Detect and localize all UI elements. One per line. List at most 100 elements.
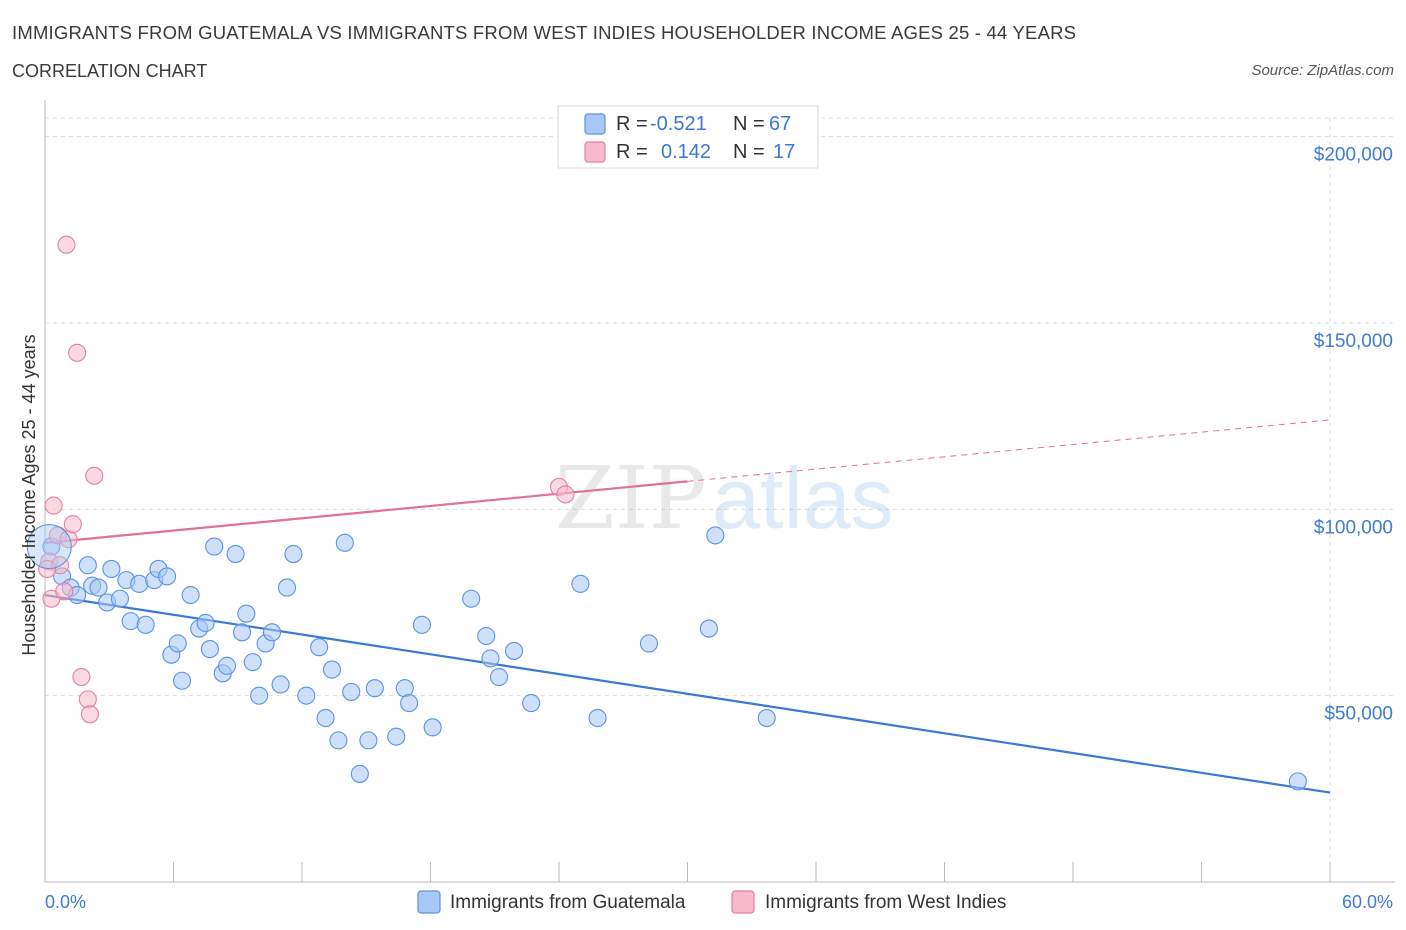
- point-west-indies: [57, 235, 76, 254]
- legend-swatch-west-indies: [584, 141, 606, 163]
- watermark-zip: ZIP: [555, 449, 707, 549]
- point-guatemala: [322, 660, 342, 679]
- trend-line-west-indies: [44, 480, 688, 544]
- chart-title: IMMIGRANTS FROM GUATEMALA VS IMMIGRANTS …: [12, 22, 1077, 43]
- point-guatemala: [243, 653, 262, 672]
- point-guatemala: [481, 649, 500, 668]
- y-tick-label: $50,000: [1324, 704, 1393, 725]
- point-guatemala: [277, 578, 297, 597]
- point-guatemala: [387, 727, 406, 746]
- point-guatemala: [342, 682, 361, 701]
- bottom-legend-swatch-west-indies: [731, 890, 755, 914]
- point-guatemala: [365, 679, 384, 698]
- bottom-legend-label-guatemala: Immigrants from Guatemala: [450, 892, 686, 913]
- point-guatemala: [504, 641, 524, 660]
- point-guatemala: [639, 634, 659, 653]
- point-west-indies: [72, 667, 91, 687]
- legend-r-label-0: R =: [616, 113, 648, 135]
- legend-r-value-0: -0.521: [650, 113, 707, 135]
- point-guatemala: [297, 686, 316, 705]
- trend-line-west-indies-extension: [687, 419, 1331, 482]
- watermark-atlas: atlas: [712, 451, 894, 547]
- watermark: ZIP atlas: [555, 449, 894, 549]
- point-guatemala: [158, 567, 177, 586]
- y-tick-label: $100,000: [1314, 517, 1393, 538]
- point-guatemala: [181, 585, 200, 605]
- point-west-indies: [55, 582, 74, 601]
- chart-subtitle: CORRELATION CHART: [12, 61, 208, 81]
- bottom-legend-swatch-guatemala: [417, 890, 441, 914]
- trend-line-guatemala: [44, 593, 1331, 794]
- point-guatemala: [316, 708, 335, 728]
- point-guatemala: [226, 544, 245, 564]
- point-guatemala: [168, 634, 187, 653]
- point-guatemala: [1288, 772, 1307, 791]
- point-guatemala: [462, 589, 481, 608]
- legend-n-label-0: N =: [733, 113, 765, 135]
- y-axis-label: Householder Income Ages 25 - 44 years: [19, 334, 39, 655]
- point-guatemala: [271, 675, 290, 694]
- point-guatemala: [571, 574, 590, 593]
- tick-labels: $50,000 $100,000 $150,000 $200,000 0.0% 60.0%: [45, 145, 1393, 912]
- point-guatemala: [489, 667, 509, 687]
- point-west-indies: [68, 343, 87, 362]
- point-guatemala: [706, 526, 725, 545]
- correlation-legend: R = -0.521 N = 67 R = 0.142 N = 17: [557, 105, 819, 169]
- point-guatemala: [136, 615, 155, 634]
- point-guatemala: [237, 604, 256, 623]
- point-west-indies: [556, 485, 575, 504]
- point-guatemala: [232, 623, 252, 642]
- point-guatemala: [335, 533, 354, 552]
- point-guatemala: [200, 640, 219, 659]
- point-guatemala: [173, 671, 192, 690]
- point-guatemala: [217, 656, 237, 675]
- point-guatemala: [477, 626, 496, 646]
- point-guatemala: [110, 589, 130, 608]
- point-guatemala: [423, 718, 442, 737]
- y-tick-label: $150,000: [1314, 331, 1393, 352]
- source-credit: Source: ZipAtlas.com: [1251, 62, 1394, 79]
- point-guatemala: [400, 694, 419, 713]
- point-guatemala: [284, 544, 303, 564]
- legend-n-value-0: 67: [769, 113, 791, 135]
- point-west-indies: [63, 515, 82, 534]
- legend-n-label-1: N =: [733, 141, 765, 163]
- point-guatemala: [522, 694, 541, 713]
- y-tick-label: $200,000: [1314, 145, 1393, 166]
- point-guatemala: [350, 764, 369, 783]
- legend-swatch-guatemala: [584, 113, 606, 135]
- legend-r-value-1: 0.142: [661, 141, 711, 163]
- legend-r-label-1: R =: [616, 141, 648, 163]
- point-guatemala: [395, 679, 414, 698]
- point-west-indies: [80, 705, 100, 724]
- point-guatemala: [205, 537, 224, 556]
- point-guatemala: [412, 615, 431, 634]
- point-guatemala: [250, 686, 269, 705]
- legend-n-value-1: 17: [773, 141, 795, 163]
- point-guatemala: [329, 731, 348, 750]
- point-west-indies: [44, 496, 63, 515]
- point-guatemala: [699, 619, 718, 638]
- point-guatemala: [757, 708, 776, 728]
- point-west-indies: [78, 690, 97, 709]
- point-guatemala: [121, 612, 140, 631]
- point-guatemala: [588, 708, 607, 728]
- point-guatemala: [130, 574, 149, 593]
- point-guatemala: [310, 638, 329, 657]
- data-points: [26, 235, 1307, 791]
- bottom-legend-label-west-indies: Immigrants from West Indies: [765, 892, 1006, 913]
- x-tick-label: 60.0%: [1342, 892, 1393, 912]
- axes: [44, 100, 1395, 883]
- series-legend: Immigrants from Guatemala Immigrants fro…: [417, 890, 1006, 914]
- point-guatemala: [359, 731, 378, 750]
- point-west-indies: [85, 466, 104, 485]
- point-cluster-guatemala: [26, 524, 72, 570]
- point-guatemala: [89, 578, 108, 597]
- point-guatemala: [196, 613, 215, 633]
- point-guatemala: [78, 556, 97, 575]
- point-guatemala: [262, 623, 282, 642]
- x-tick-label: 0.0%: [45, 892, 86, 912]
- trend-lines: [44, 419, 1331, 794]
- point-guatemala: [102, 559, 121, 578]
